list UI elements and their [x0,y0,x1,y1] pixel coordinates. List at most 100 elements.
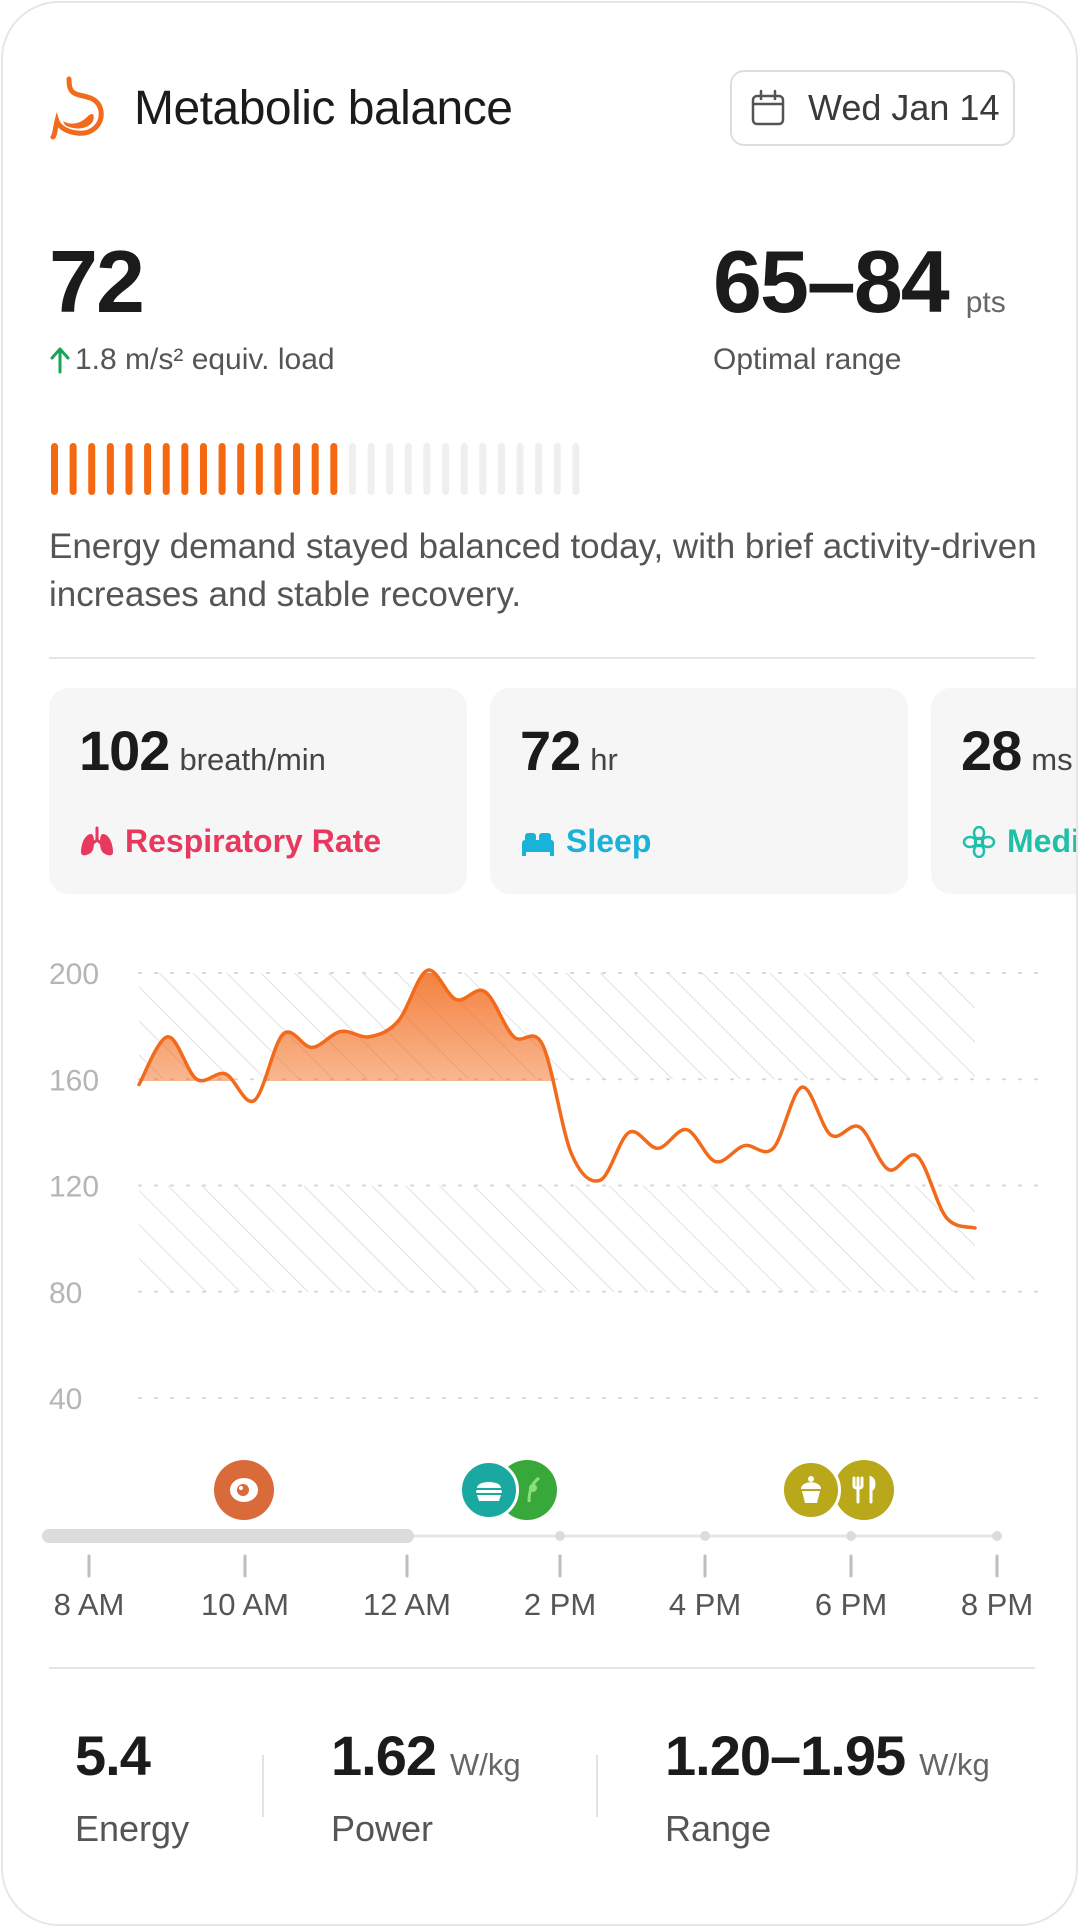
progress-tick-empty [553,443,561,495]
stat-value-row: 1.20–1.95 W/kg [665,1723,990,1788]
metric-unit: hr [590,742,618,777]
score-delta: 1.8 m/s² equiv. load [49,343,335,377]
divider [49,657,1035,659]
x-axis-label: 8 PM [961,1587,1033,1622]
progress-tick-empty [572,443,580,495]
stat-label: Range [665,1808,772,1849]
lungs-icon [81,826,113,855]
stat-label: Power [331,1808,434,1849]
progress-tick-filled [218,443,226,495]
timeline-dot [846,1531,856,1541]
progress-tick-filled [51,443,58,495]
progress-tick-empty [386,443,394,495]
progress-tick-empty [460,443,468,495]
y-axis-label: 40 [49,1383,82,1413]
progress-tick-filled [125,443,133,495]
progress-tick-filled [274,443,282,495]
y-axis-label: 120 [49,1171,99,1204]
metric-value-row: 72 hr [520,718,618,783]
optimal-range-label: Optimal range [713,343,902,376]
progress-tick-empty [367,443,375,495]
cupcake-icon[interactable] [781,1460,841,1520]
metabolic-chart: 200 160 120 80 40 [49,958,1039,1413]
stat-value: 1.62 [331,1724,437,1787]
series-area [140,973,554,1081]
timeline-dot [555,1531,565,1541]
burger-icon[interactable] [459,1460,519,1520]
stat-separator [596,1755,598,1817]
metric-value: 28 [961,719,1022,782]
optimal-range-value: 65–84 [713,232,950,331]
score-delta-text: 1.8 m/s² equiv. load [75,343,335,376]
metric-unit: ms [1031,742,1073,777]
x-axis-label: 2 PM [524,1587,596,1622]
stat-energy: 5.4 Energy [75,1723,189,1850]
stat-value-row: 5.4 [75,1723,189,1788]
x-axis-label: 12 AM [363,1587,451,1622]
series-line [137,968,977,1230]
score-progress-bar [51,443,580,495]
progress-tick-filled [88,443,96,495]
progress-tick-filled [293,443,301,495]
stat-unit: W/kg [450,1747,521,1782]
progress-tick-empty [404,443,412,495]
stomach-icon [50,76,104,140]
summary-description: Energy demand stayed balanced today, wit… [49,527,1037,614]
date-label: Wed Jan 14 [808,87,1000,128]
metric-label: Meditation [961,823,1076,860]
stat-power: 1.62 W/kg Power [331,1723,521,1850]
x-axis-label: 10 AM [201,1587,289,1622]
progress-tick-filled [162,443,170,495]
progress-tick-empty [516,443,524,495]
progress-tick-filled [199,443,207,495]
optimal-range-unit: pts [965,286,1006,319]
time-axis: 8 AM 10 AM 12 AM 2 PM 4 PM 6 PM 8 PM [42,1529,1033,1622]
metric-value: 72 [520,719,581,782]
progress-tick-filled [144,443,152,495]
progress-tick-filled [330,443,338,495]
stat-range: 1.20–1.95 W/kg Range [665,1723,990,1850]
stat-value-row: 1.62 W/kg [331,1723,521,1788]
metric-value: 102 [79,719,170,782]
stat-separator [262,1755,264,1817]
stat-unit: W/kg [919,1747,990,1782]
optimal-range: 65–84 pts [713,238,1006,326]
optimal-band-upper [139,973,975,1080]
progress-tick-empty [497,443,505,495]
flower-icon [962,825,996,858]
progress-tick-empty [348,443,356,495]
progress-tick-filled [181,443,189,495]
progress-tick-filled [311,443,319,495]
metric-label-text: Meditation [1007,823,1076,859]
y-axis-label: 200 [49,958,99,991]
metric-label: Respiratory Rate [79,823,381,860]
progress-tick-filled [237,443,245,495]
card-header: Metabolic balance [49,73,513,143]
metric-card-respiratory-rate[interactable]: 102 breath/min Respiratory Rate [49,688,467,894]
progress-tick-filled [69,443,77,495]
fork-knife-icon[interactable] [834,1460,894,1520]
timeline-dot [700,1531,710,1541]
metric-value-row: 28 ms [961,718,1073,783]
score-value: 72 [49,232,145,331]
metric-card-meditation[interactable]: 28 ms Meditation [931,688,1076,894]
stat-value: 1.20–1.95 [665,1724,906,1787]
metric-unit: breath/min [179,742,326,777]
stat-value: 5.4 [75,1724,151,1787]
bed-icon [522,832,554,856]
progress-tick-empty [423,443,431,495]
x-axis-label: 8 AM [54,1587,125,1622]
optimal-band-lower [139,1185,975,1292]
metric-card-sleep[interactable]: 72 hr Sleep [490,688,908,894]
x-axis-label: 6 PM [815,1587,887,1622]
progress-tick-empty [442,443,450,495]
metric-label-text: Respiratory Rate [125,823,382,859]
stat-label: Energy [75,1808,190,1849]
date-picker-button[interactable]: Wed Jan 14 [730,70,1015,146]
calendar-icon [751,89,785,126]
x-axis-label: 4 PM [669,1587,741,1622]
egg-icon[interactable] [214,1460,274,1520]
metric-label-text: Sleep [566,823,652,859]
progress-tick-empty [479,443,487,495]
